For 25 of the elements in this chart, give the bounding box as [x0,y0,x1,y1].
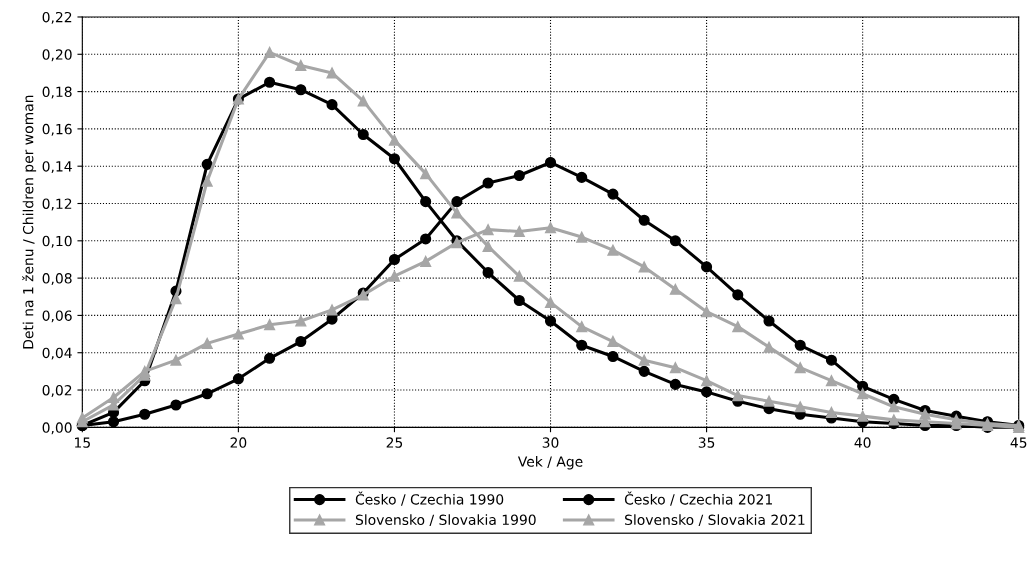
legend-label: Česko / Czechia 1990 [355,491,504,506]
y-tick-label: 0,20 [42,49,72,62]
x-tick-label: 30 [542,437,559,448]
y-tick-label: 0,04 [42,347,72,360]
y-tick-label: 0,16 [42,123,72,136]
legend-label: Česko / Czechia 2021 [624,491,772,506]
legend-label: Slovensko / Slovakia 2021 [625,514,805,527]
y-tick-label: 0,18 [42,86,72,99]
y-tick-label: 0,22 [42,11,72,24]
x-tick-label: 35 [698,437,715,448]
x-tick-label: 20 [230,437,247,448]
legend-label: Slovensko / Slovakia 1990 [355,514,536,527]
x-axis-title: Vek / Age [517,456,583,470]
y-axis-title: Deti na 1 ženu / Children per woman [22,95,37,349]
x-tick-label: 15 [75,437,90,448]
y-tick-label: 0,14 [42,161,72,174]
x-tick-label: 25 [386,437,403,448]
y-tick-label: 0,08 [42,273,72,285]
y-tick-label: 0,00 [42,422,72,435]
y-tick-label: 0,12 [42,198,72,211]
y-tick-label: 0,06 [42,310,72,323]
y-tick-label: 0,10 [42,235,72,248]
y-tick-label: 0,02 [42,384,72,397]
x-tick-label: 45 [1010,437,1027,448]
x-tick-label: 40 [854,437,871,448]
